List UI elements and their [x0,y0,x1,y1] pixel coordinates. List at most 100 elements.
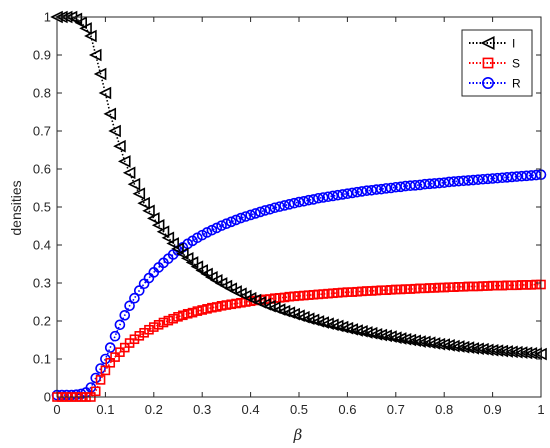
legend: ISR [461,29,533,97]
data-point-S-31 [202,304,212,314]
data-point-R-13 [114,319,126,331]
data-point-S-37 [231,298,241,309]
data-point-I-68 [379,329,392,343]
data-point-S-57 [328,288,338,299]
data-point-S-59 [337,287,348,298]
data-point-S-10 [100,365,111,376]
data-point-I-14 [117,155,131,168]
y-tick-label: 0.9 [33,48,51,63]
data-point-S-19 [144,324,154,335]
data-point-S-67 [376,285,387,296]
data-point-S-63 [357,286,367,297]
data-point-I-61 [345,323,359,336]
data-point-I-82 [447,339,460,353]
data-point-R-42 [254,206,266,218]
data-point-I-78 [427,337,441,350]
legend-label-I: I [512,37,515,51]
data-point-S-66 [371,285,382,296]
data-point-I-18 [137,196,150,210]
data-point-I-80 [437,338,451,351]
data-point-I-28 [185,256,199,269]
data-point-I-46 [272,303,286,316]
data-point-I-60 [340,321,354,335]
x-axis-title: β [293,426,303,444]
data-point-S-18 [139,327,149,338]
x-tick-label: 0.9 [484,402,502,417]
y-tick-label: 0.6 [33,162,51,177]
data-point-I-26 [176,247,189,261]
data-point-S-56 [323,288,333,299]
data-point-I-13 [113,139,126,153]
data-point-S-77 [424,283,435,293]
data-point-R-33 [211,222,223,234]
data-point-S-55 [318,289,329,299]
data-point-S-73 [405,284,416,294]
data-point-I-74 [408,334,421,348]
data-point-S-22 [158,317,169,328]
data-point-R-68 [380,183,392,194]
data-point-R-79 [434,177,445,189]
data-point-R-32 [206,224,218,236]
data-point-S-26 [178,310,188,321]
data-point-R-55 [317,192,329,203]
x-tick-label: 0.6 [338,402,356,417]
data-point-I-75 [413,335,426,348]
data-point-I-50 [292,309,305,322]
data-point-S-48 [284,291,295,302]
data-point-S-78 [429,283,440,293]
data-point-R-64 [361,185,373,196]
data-point-S-84 [458,281,469,292]
data-point-R-50 [293,196,305,208]
data-point-R-37 [230,214,242,226]
data-point-S-76 [420,283,430,294]
data-point-S-33 [211,302,222,312]
data-point-R-43 [259,205,271,216]
data-point-S-87 [473,281,483,292]
x-tick-label: 1 [537,402,544,417]
legend-label-R: R [512,77,521,91]
data-point-S-92 [497,280,508,291]
data-point-R-59 [337,189,348,200]
data-point-S-23 [163,315,174,326]
data-point-I-15 [122,166,136,180]
data-point-S-80 [439,282,450,293]
data-point-S-62 [352,286,362,297]
data-point-R-49 [288,197,300,209]
data-point-R-58 [332,189,344,201]
data-point-S-29 [192,306,203,316]
data-point-I-69 [384,330,397,343]
data-point-S-47 [279,292,290,303]
data-point-I-83 [451,340,465,353]
y-axis-title: densities [8,180,24,235]
data-point-I-51 [297,310,310,324]
data-point-I-49 [287,307,300,321]
data-point-I-70 [389,331,402,345]
data-point-I-47 [277,304,291,318]
data-point-R-61 [346,187,358,199]
data-point-I-19 [142,204,155,218]
data-point-S-97 [521,280,532,290]
data-point-R-67 [375,183,387,195]
data-point-R-12 [109,330,121,342]
data-point-R-40 [245,209,256,221]
data-point-S-60 [342,287,353,297]
data-point-I-77 [422,336,436,349]
data-point-I-59 [335,320,349,334]
data-point-S-68 [381,285,391,296]
data-point-S-86 [468,281,479,292]
data-point-S-9 [95,375,106,385]
y-tick-label: 0 [44,390,51,405]
x-tick-label: 0 [53,402,60,417]
data-point-I-11 [103,107,117,121]
data-point-I-79 [432,337,446,351]
data-point-S-93 [502,280,512,291]
data-point-S-11 [105,357,116,368]
y-tick-label: 0.8 [33,86,51,101]
y-tick-label: 0.7 [33,124,51,139]
data-point-S-75 [415,283,425,294]
data-point-R-39 [240,211,252,222]
data-point-I-58 [330,319,344,333]
x-tick-label: 0.8 [435,402,453,417]
data-point-I-54 [311,315,325,328]
data-point-I-4 [69,12,83,26]
